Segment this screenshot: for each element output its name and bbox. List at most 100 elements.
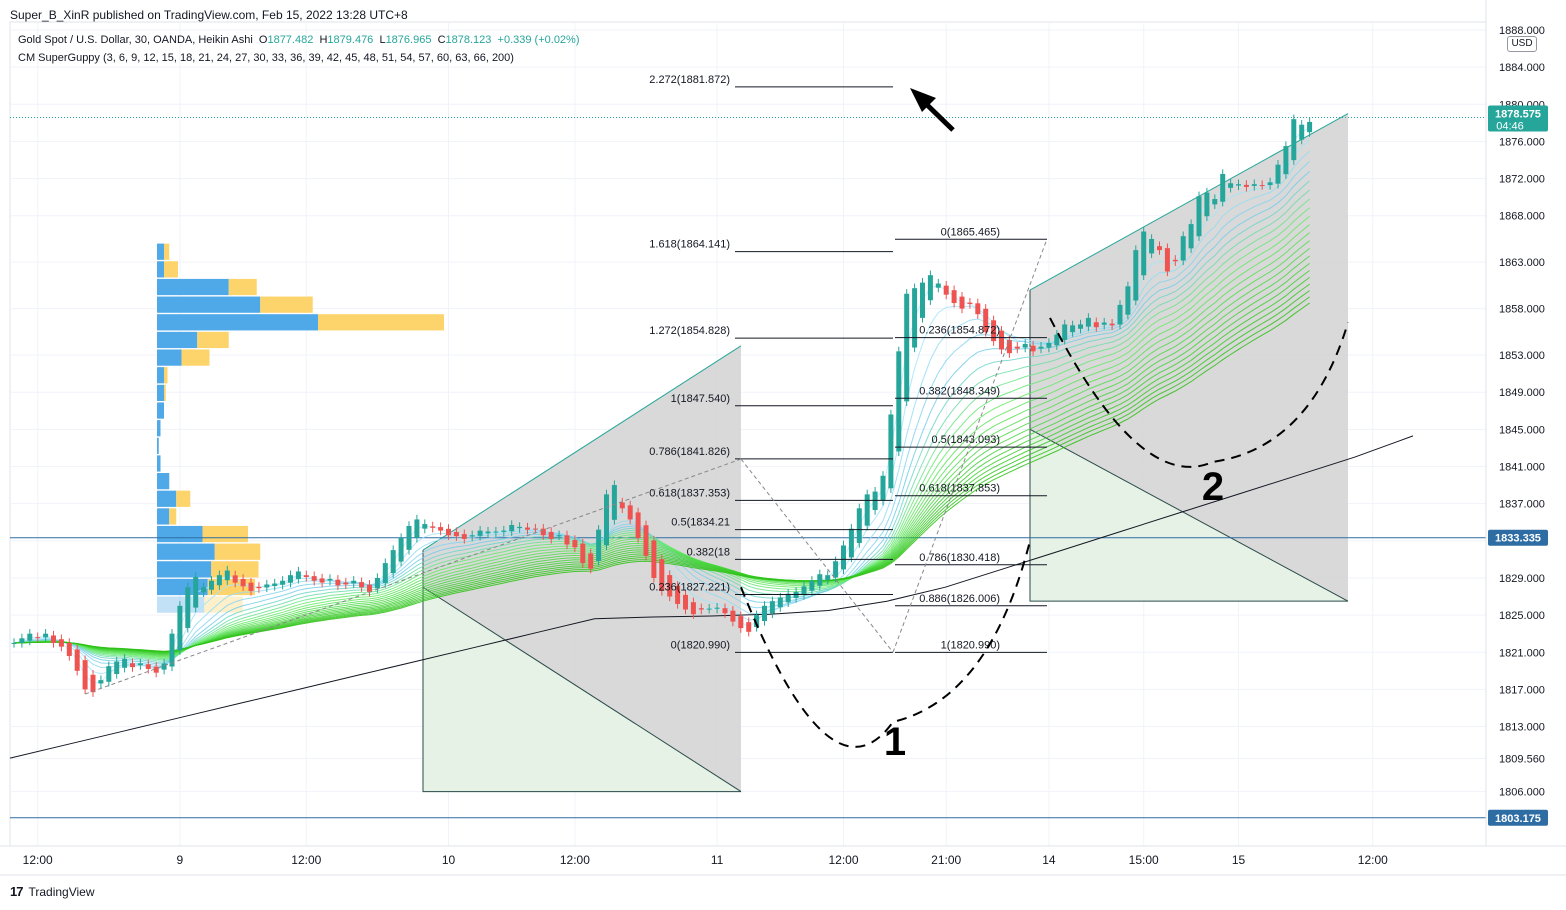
price-axis[interactable]: 1888.0001884.0001880.0001876.0001872.000… [1485, 0, 1548, 846]
guppy-line [13, 150, 1310, 669]
candle-body [1172, 259, 1178, 262]
candle-body [746, 622, 752, 632]
high-value: 1879.476 [327, 34, 374, 46]
candle-body [288, 575, 293, 583]
price-tick-label: 1849.000 [1499, 387, 1545, 399]
price-tick-label: 1872.000 [1499, 174, 1545, 186]
candle-body [1267, 182, 1273, 186]
candle-body [90, 674, 96, 693]
candle-body [880, 475, 886, 501]
candle-body [1014, 346, 1020, 349]
volume-bar-sell [318, 314, 444, 331]
candle-body [588, 553, 594, 569]
low-value: 1876.965 [385, 34, 432, 46]
volume-bar-buy [157, 349, 182, 366]
guppy-line [13, 240, 1310, 656]
time-tick-label: 14 [1042, 853, 1056, 867]
price-tick-label: 1876.000 [1499, 136, 1545, 148]
candle-body [493, 531, 499, 533]
candle-body [619, 502, 625, 509]
candle-body [248, 582, 254, 591]
volume-bar-buy [157, 490, 177, 507]
volume-bar-buy [157, 525, 203, 543]
volume-bar-sell [228, 278, 257, 296]
candle-body [572, 539, 578, 548]
fib-level-label: 0(1865.465) [941, 226, 1000, 238]
candle-body [509, 525, 515, 532]
candle-body [382, 563, 388, 584]
time-tick-label: 12:00 [828, 853, 858, 867]
volume-bar-sell [204, 596, 243, 613]
candle-body [256, 586, 262, 589]
fib-level-label: 2.272(1881.872) [649, 74, 730, 86]
candle-body [864, 494, 870, 526]
candle-body [683, 594, 688, 610]
volume-bar-buy [157, 473, 170, 490]
candle-body [122, 658, 128, 668]
candle-body [777, 597, 783, 608]
candle-body [643, 525, 649, 556]
indicator-legend[interactable]: CM SuperGuppy (3, 6, 9, 12, 15, 18, 21, … [18, 52, 514, 64]
tv-logo-icon: 17 [10, 884, 24, 899]
candle-body [1220, 173, 1226, 202]
volume-bar-sell [169, 508, 177, 525]
candle-body [769, 601, 775, 614]
currency-badge[interactable]: USD [1507, 36, 1537, 52]
fib-level-label: 1.272(1854.828) [649, 325, 730, 337]
candle-body [114, 661, 120, 674]
candle-body [659, 559, 665, 591]
price-tick-label: 1853.000 [1499, 350, 1545, 362]
fib-level-label: 0.886(1826.006) [919, 593, 1000, 605]
guppy-line [13, 224, 1310, 658]
candle-body [604, 494, 609, 546]
candle-body [1062, 324, 1068, 340]
candle-body [1085, 317, 1091, 327]
guppy-line [13, 232, 1310, 657]
candle-body [611, 485, 617, 520]
candle-body [1283, 146, 1289, 175]
volume-bar-buy [157, 314, 318, 331]
candle-body [1006, 340, 1012, 354]
price-tick-label: 1829.000 [1499, 573, 1545, 585]
candle-body [517, 526, 523, 529]
publish-info: Super_B_XinR published on TradingView.co… [10, 8, 408, 22]
candle-body [430, 526, 436, 528]
fibonacci-levels: 2.272(1881.872) 1.618(1864.141) 1.272(1854… [84, 74, 1048, 695]
volume-bar-buy [157, 243, 164, 260]
pattern-box-right [1030, 113, 1348, 602]
candle-body [343, 582, 349, 585]
candle-body [461, 534, 467, 539]
candle-body [951, 290, 957, 304]
candle-body [446, 528, 451, 536]
guppy-line [13, 198, 1310, 661]
volume-bar-buy [157, 402, 164, 419]
candle-body [809, 580, 815, 591]
candle-body [1093, 322, 1099, 328]
candle-body [785, 593, 791, 603]
price-tick-label: 1841.000 [1499, 462, 1545, 474]
candle-body [991, 320, 997, 342]
close-value: 1878.123 [445, 34, 492, 46]
candle-body [564, 535, 570, 545]
candle-body [959, 296, 965, 309]
volume-bar-buy [157, 384, 164, 402]
footer-brand[interactable]: 17 TradingView [10, 884, 95, 899]
candle-body [264, 584, 270, 588]
pattern-edge [1029, 290, 1348, 602]
fib-level-label: 0.382(18 [687, 546, 730, 558]
candle-body [35, 637, 41, 639]
time-axis[interactable]: 12:00 9 12:00 10 12:00 11 12:00 21:00 14 15:00 15 1… [0, 845, 1566, 876]
volume-bar-buy [157, 596, 205, 613]
candle-body [722, 608, 728, 614]
fib-level-label: 0.236(1827.221) [649, 581, 730, 593]
price-tick-label: 1837.000 [1499, 499, 1545, 511]
time-tick-label: 12:00 [23, 853, 53, 867]
candle-body [280, 580, 286, 585]
candle-body [272, 583, 278, 586]
candle-body [714, 607, 720, 609]
candle-body [580, 543, 586, 564]
candle-body [201, 587, 207, 593]
candle-body [1275, 164, 1281, 184]
candle-body [303, 575, 309, 578]
